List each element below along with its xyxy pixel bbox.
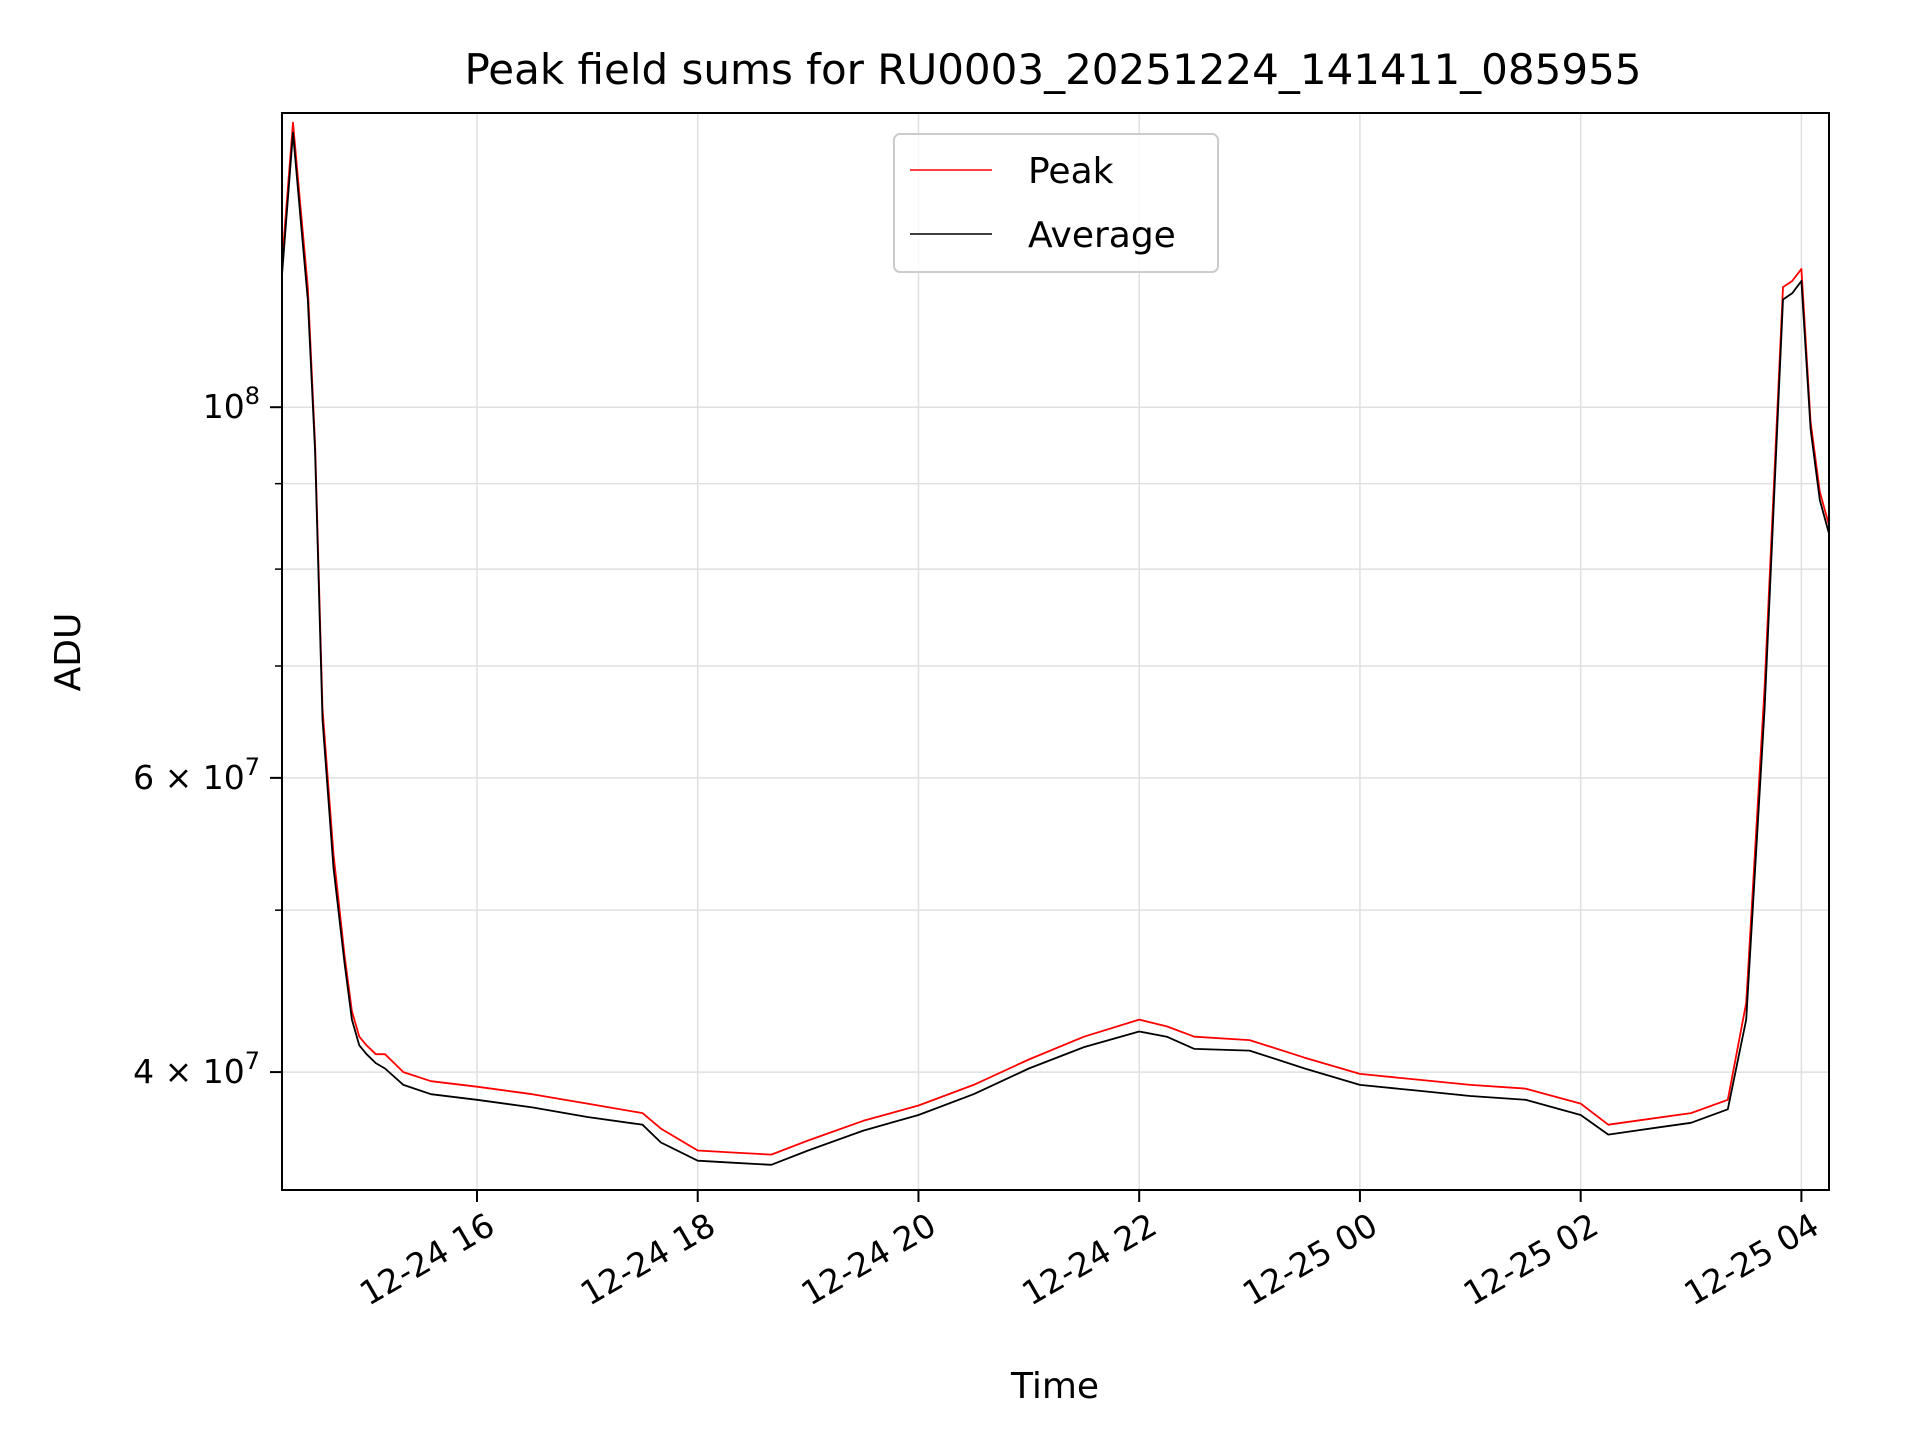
x-tick-label: 12-24 16: [353, 1205, 501, 1313]
y-axis-ticks: 4 × 107 6 × 107 108: [133, 382, 282, 1091]
plot-frame: [281, 112, 1830, 1191]
series-layer: [282, 121, 1829, 1166]
legend-box: [893, 133, 1219, 273]
x-tick-label: 12-24 22: [1015, 1205, 1163, 1313]
x-tick-label: 12-24 20: [794, 1205, 942, 1313]
chart-title: Peak field sums for RU0003_20251224_1414…: [464, 45, 1641, 94]
x-tick-label: 12-25 00: [1236, 1205, 1384, 1313]
grid: [282, 113, 1829, 1190]
x-axis-ticks: 12-24 16 12-24 18 12-24 20 12-24 22 12-25 00…: [353, 1190, 1825, 1313]
x-tick-label: 12-25 04: [1677, 1205, 1825, 1313]
x-tick-label: 12-25 02: [1457, 1205, 1605, 1313]
x-axis-label: Time: [1010, 1366, 1099, 1407]
legend: Peak Average: [893, 133, 1219, 273]
legend-label-peak: Peak: [1028, 151, 1114, 192]
series-line-average: [282, 131, 1829, 1166]
y-tick-label: 108: [203, 382, 260, 426]
x-tick-label: 12-24 18: [574, 1205, 722, 1313]
y-tick-label: 6 × 107: [133, 753, 260, 797]
y-tick-label: 4 × 107: [133, 1047, 260, 1091]
legend-label-average: Average: [1028, 215, 1176, 256]
series-line-peak: [282, 121, 1829, 1156]
y-axis-label: ADU: [48, 613, 89, 692]
